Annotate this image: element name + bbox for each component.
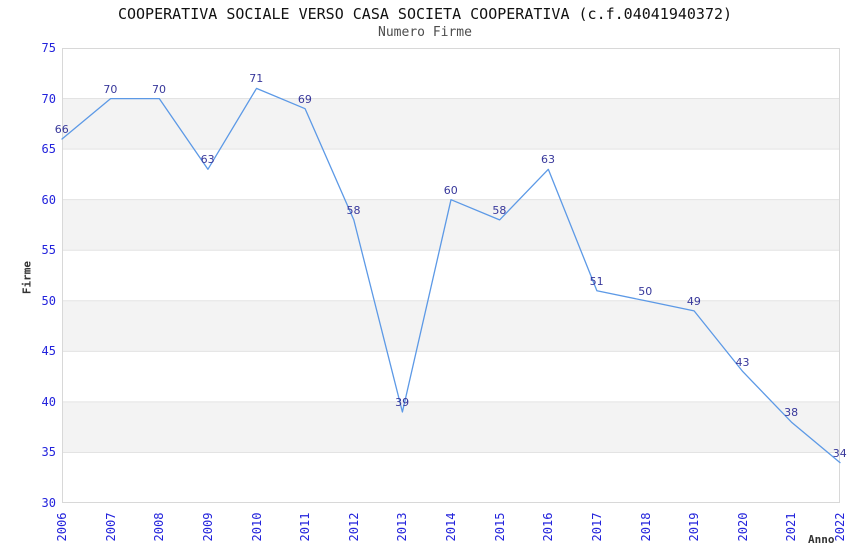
data-point-label: 71: [249, 72, 264, 86]
data-point-label: 43: [735, 355, 750, 369]
data-point-label: 39: [395, 396, 410, 409]
y-tick-label: 50: [41, 293, 56, 308]
data-point-label: 51: [589, 274, 604, 288]
x-tick-label: 2015: [492, 512, 507, 542]
x-tick-label: 2022: [833, 512, 847, 542]
grid-band: [62, 98, 840, 150]
x-tick-label: 2016: [541, 512, 556, 542]
chart-subtitle: Numero Firme: [378, 25, 472, 40]
y-tick-label: 60: [41, 192, 56, 207]
y-tick-label: 75: [41, 41, 56, 55]
x-axis-title: Anno: [808, 533, 835, 546]
data-point-label: 63: [540, 153, 555, 167]
plot-border: [62, 48, 840, 503]
data-line: [61, 87, 841, 464]
x-tick-label: 2021: [784, 512, 799, 542]
y-tick-label: 65: [41, 142, 56, 157]
x-tick-label: 2013: [395, 512, 410, 542]
x-tick-label: 2006: [55, 512, 69, 542]
data-point-label: 50: [638, 284, 653, 298]
y-tick-label: 30: [41, 496, 56, 510]
x-tick-label: 2010: [249, 512, 264, 542]
x-tick-label: 2014: [444, 512, 458, 542]
x-tick-label: 2008: [152, 512, 167, 542]
x-tick-label: 2020: [735, 512, 750, 542]
data-point-label: 70: [103, 82, 118, 96]
chart-title: COOPERATIVA SOCIALE VERSO CASA SOCIETA C…: [117, 5, 733, 23]
x-tick-label: 2019: [687, 512, 702, 542]
x-tick-label: 2012: [346, 512, 361, 542]
data-point-label: 70: [151, 82, 166, 96]
x-tick-label: 2009: [200, 512, 215, 542]
data-point-label: 69: [297, 92, 312, 106]
data-point-label: 63: [200, 153, 215, 167]
grid-band: [62, 401, 840, 453]
x-tick-label: 2017: [589, 512, 604, 542]
data-point-label: 66: [54, 123, 69, 136]
grid-band: [62, 199, 840, 251]
x-tick-label: 2018: [638, 512, 653, 542]
grid-band: [62, 300, 840, 352]
x-tick-label: 2011: [298, 512, 313, 542]
y-tick-label: 70: [41, 91, 56, 106]
x-tick-label: 2007: [103, 512, 118, 542]
y-axis-title: Firme: [20, 260, 34, 295]
data-point-label: 49: [686, 294, 701, 308]
data-point-label: 38: [784, 406, 799, 420]
data-point-label: 60: [443, 183, 458, 197]
y-tick-label: 40: [41, 394, 56, 409]
data-point-label: 34: [832, 446, 847, 460]
y-tick-label: 45: [41, 344, 56, 359]
y-tick-label: 55: [41, 243, 56, 258]
y-tick-label: 35: [41, 445, 56, 460]
data-point-label: 58: [346, 203, 361, 217]
data-point-label: 58: [492, 203, 507, 217]
